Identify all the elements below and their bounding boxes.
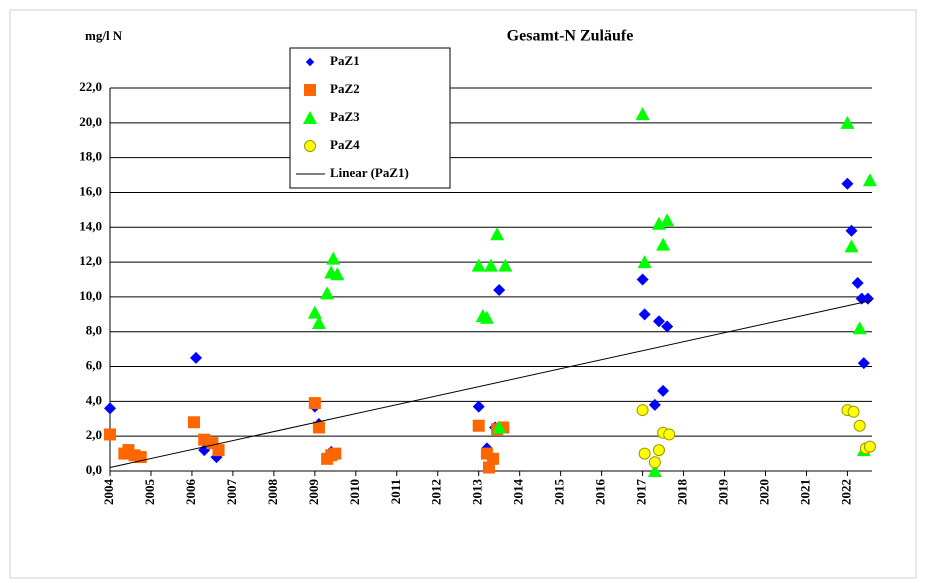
x-tick-label: 2021 — [797, 479, 812, 505]
y-tick-label: 14,0 — [79, 218, 102, 233]
legend-swatch — [304, 140, 316, 152]
point — [493, 283, 506, 296]
point — [638, 308, 651, 321]
y-tick-label: 16,0 — [79, 183, 102, 198]
x-tick-label: 2014 — [511, 479, 526, 506]
point — [652, 444, 665, 457]
x-tick-label: 2017 — [634, 479, 649, 506]
point — [490, 227, 505, 241]
point — [851, 276, 864, 289]
chart-title: Gesamt-N Zuläufe — [507, 28, 634, 45]
x-tick-label: 2008 — [265, 479, 280, 506]
legend-box — [289, 47, 451, 189]
x-tick-label: 2012 — [429, 479, 444, 505]
legend-label: PaZ3 — [330, 109, 360, 124]
point — [487, 452, 500, 465]
point — [853, 419, 866, 432]
point — [857, 357, 870, 370]
point — [326, 251, 341, 265]
y-tick-label: 20,0 — [79, 114, 102, 129]
point — [471, 258, 486, 272]
y-tick-label: 10,0 — [79, 288, 102, 303]
point — [212, 444, 225, 457]
point — [636, 404, 649, 417]
point — [104, 402, 116, 415]
point — [308, 397, 321, 410]
point — [311, 316, 326, 330]
chart-frame — [9, 9, 917, 579]
y-tick-label: 2,0 — [86, 427, 102, 442]
point — [852, 321, 867, 335]
legend-swatch — [304, 84, 316, 96]
point — [330, 267, 345, 281]
point — [498, 258, 513, 272]
point — [472, 419, 485, 432]
legend-swatch — [303, 111, 317, 124]
x-tick-label: 2013 — [470, 479, 485, 506]
x-tick-label: 2015 — [552, 479, 567, 506]
trend-line — [109, 299, 873, 469]
legend-label: Linear (PaZ1) — [330, 165, 409, 180]
point — [648, 456, 661, 469]
y-tick-label: 12,0 — [79, 253, 102, 268]
y-axis-label: mg/l N — [85, 28, 123, 43]
legend-label: PaZ2 — [330, 81, 360, 96]
x-tick-label: 2016 — [593, 479, 608, 506]
point — [661, 320, 674, 333]
point — [651, 216, 666, 230]
point — [190, 351, 203, 364]
x-tick-label: 2010 — [347, 479, 362, 505]
x-tick-label: 2005 — [142, 479, 157, 506]
point — [841, 177, 854, 190]
point — [840, 115, 855, 129]
y-tick-label: 4,0 — [86, 392, 102, 407]
point — [657, 384, 670, 397]
x-tick-label: 2009 — [306, 479, 321, 506]
point — [472, 400, 485, 413]
legend-swatch — [305, 57, 315, 67]
x-tick-label: 2018 — [675, 479, 690, 506]
point — [320, 286, 335, 300]
point — [863, 440, 876, 453]
point — [862, 173, 877, 187]
point — [484, 258, 498, 272]
point — [187, 416, 200, 429]
y-tick-label: 6,0 — [86, 358, 102, 373]
x-tick-label: 2011 — [388, 479, 403, 504]
point — [492, 420, 507, 434]
point — [847, 405, 860, 418]
point — [652, 315, 665, 328]
point — [479, 310, 494, 324]
x-tick-label: 2020 — [756, 479, 771, 505]
point — [660, 213, 675, 227]
x-tick-label: 2019 — [716, 479, 731, 506]
point — [638, 447, 651, 460]
point — [636, 273, 649, 286]
point — [637, 255, 652, 269]
x-tick-label: 2004 — [101, 479, 116, 506]
x-tick-label: 2022 — [838, 479, 853, 505]
point — [648, 398, 661, 411]
y-tick-label: 8,0 — [86, 323, 102, 338]
point — [845, 224, 858, 237]
y-tick-label: 0,0 — [86, 462, 102, 477]
point — [663, 428, 676, 441]
legend-label: PaZ4 — [330, 137, 360, 152]
legend-label: PaZ1 — [330, 53, 360, 68]
point — [307, 305, 322, 319]
y-tick-label: 18,0 — [79, 149, 102, 164]
point — [635, 107, 650, 121]
x-tick-label: 2006 — [183, 479, 198, 506]
point — [844, 239, 859, 253]
x-tick-label: 2007 — [224, 479, 239, 506]
y-tick-label: 22,0 — [79, 79, 102, 94]
point — [312, 421, 325, 434]
point — [329, 447, 342, 460]
point — [647, 464, 662, 477]
point — [104, 428, 116, 441]
point — [656, 237, 671, 251]
